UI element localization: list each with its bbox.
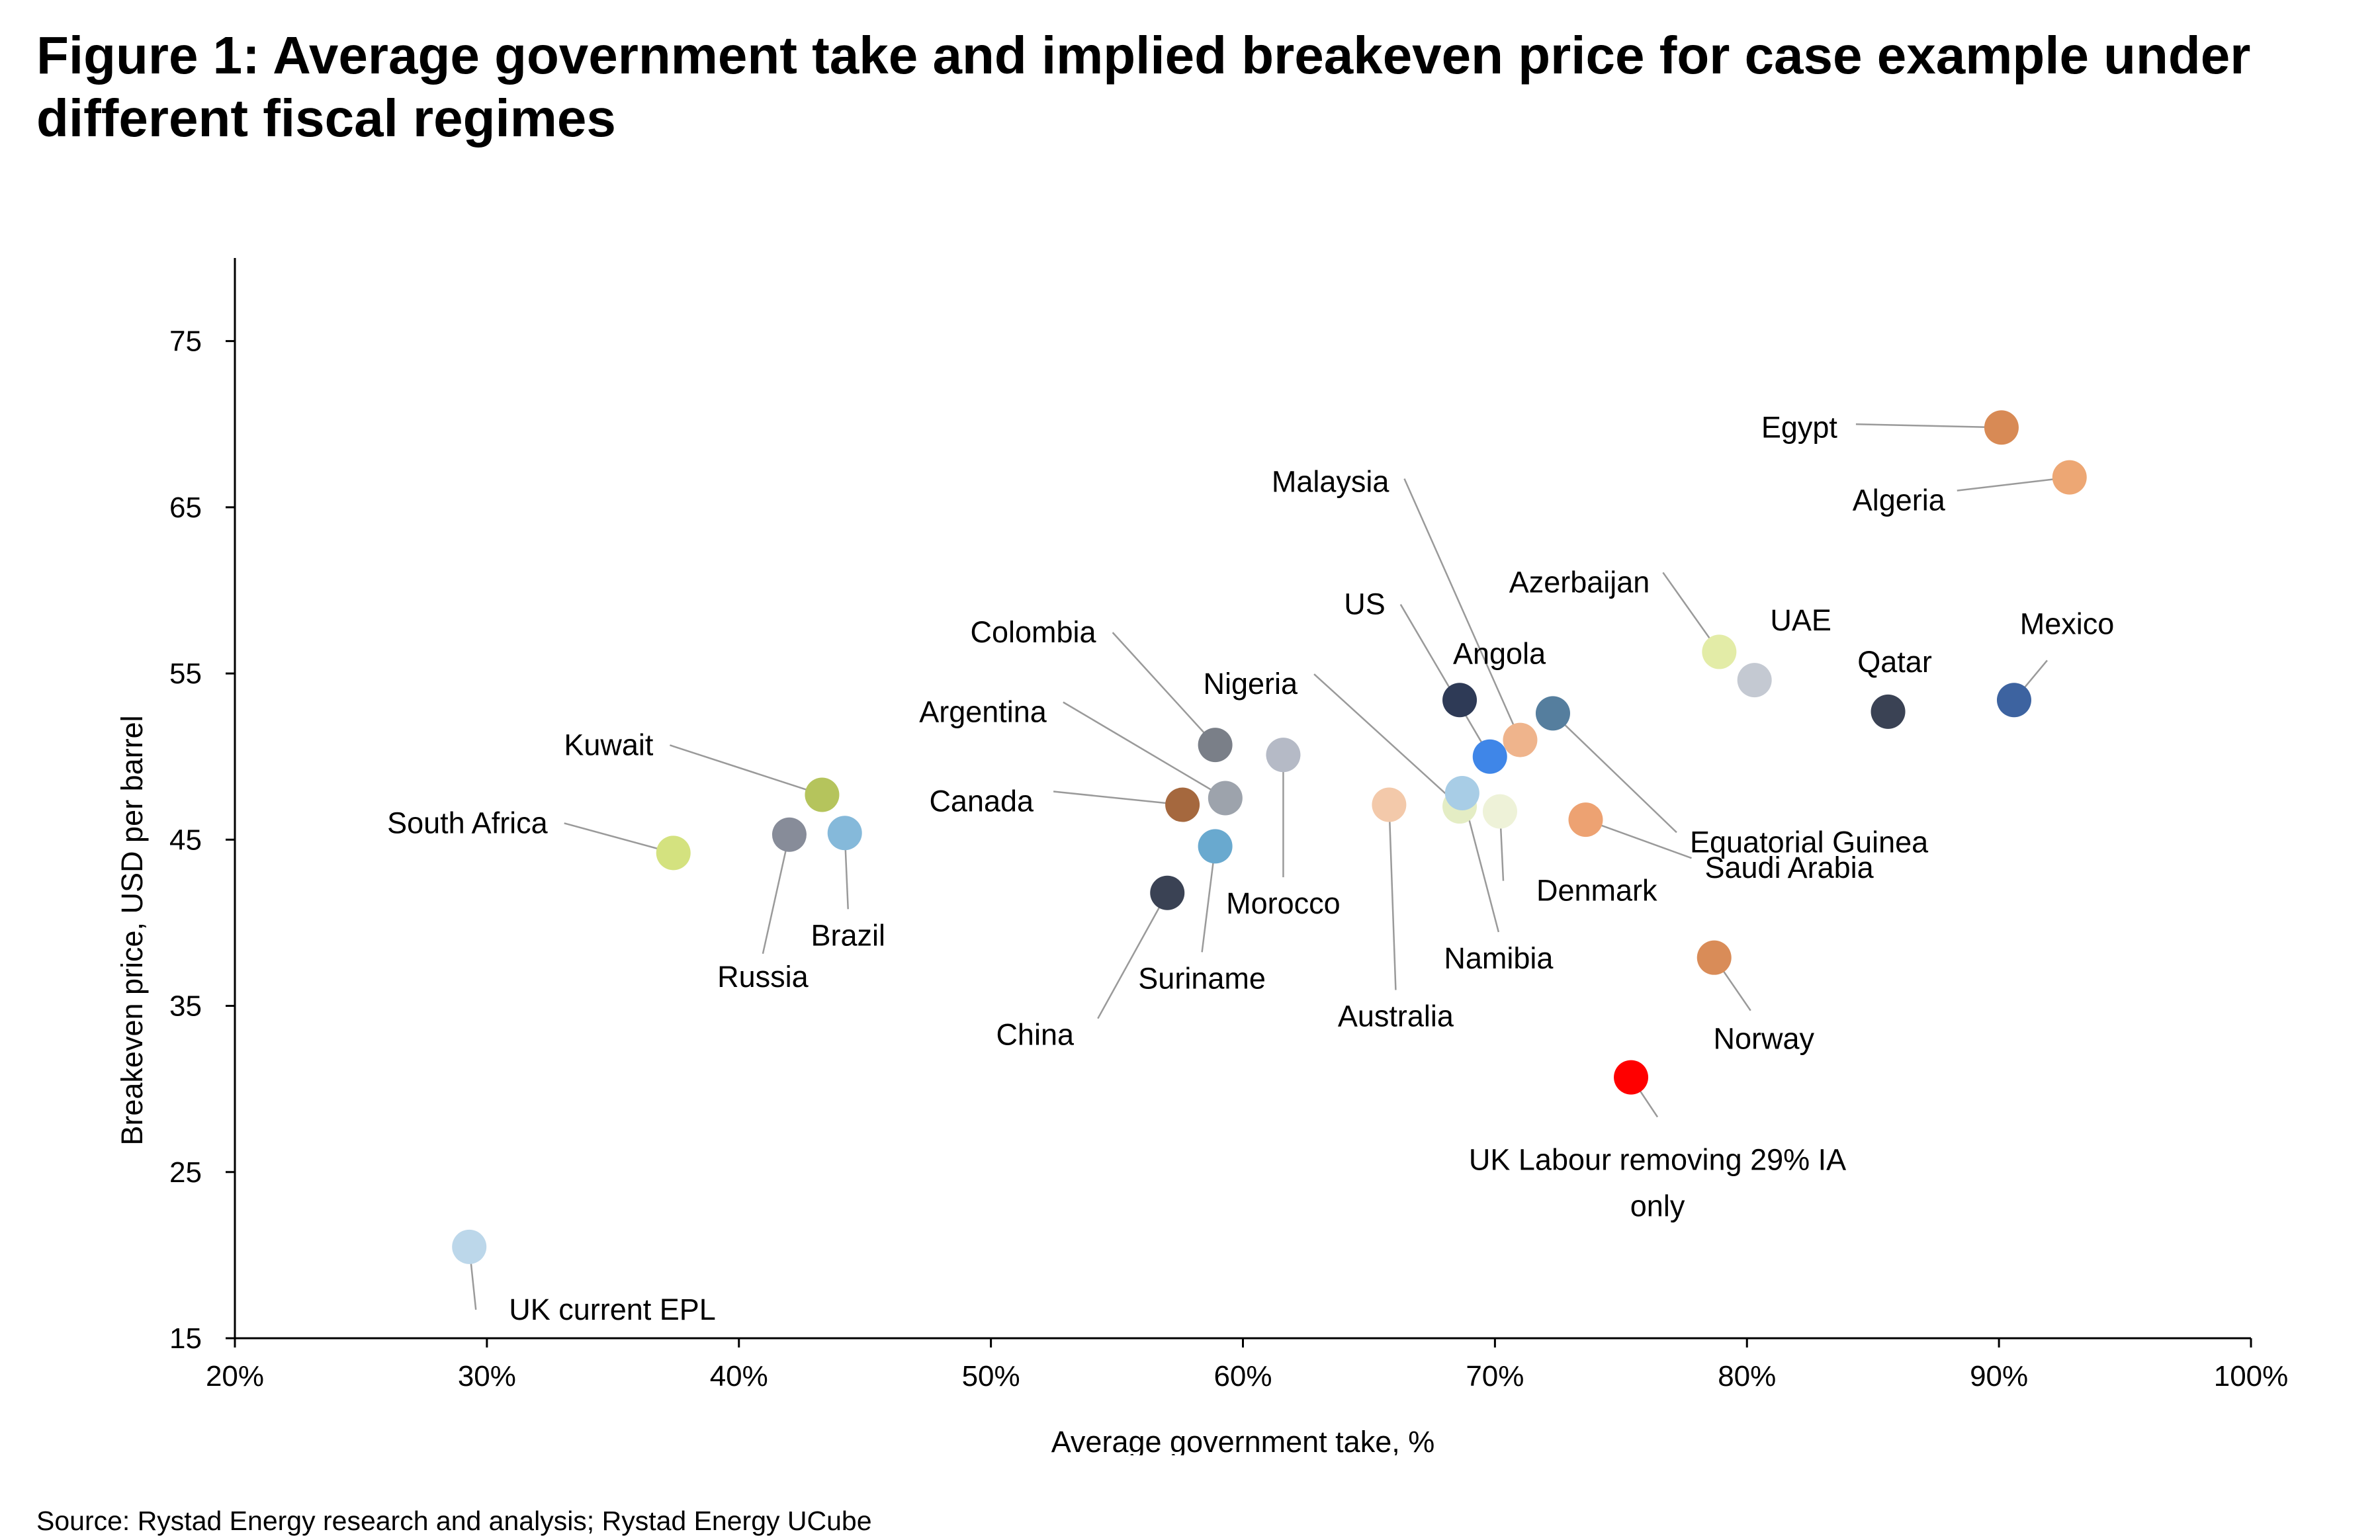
point-south-africa [656, 835, 691, 871]
point-norway [1697, 940, 1732, 975]
leader-line-kuwait [670, 744, 822, 796]
point-label-angola: Angola [1453, 636, 1546, 670]
leader-line-canada [1053, 791, 1183, 806]
point-labels: UK current EPL South Africa Kuwait RussiaBr… [387, 410, 2114, 1326]
y-tick-label: 55 [169, 658, 202, 690]
point-label-suriname: Suriname [1138, 961, 1266, 995]
leader-line-malaysia [1403, 478, 1521, 741]
source-note: Source: Rystad Energy research and analy… [36, 1506, 872, 1536]
point-label-nigeria: Nigeria [1203, 667, 1298, 701]
x-tick-label: 70% [1466, 1360, 1524, 1392]
point-equatorial-guinea [1535, 696, 1570, 731]
y-tick-label: 25 [169, 1156, 202, 1189]
point-label-denmark: Denmark [1536, 874, 1657, 908]
point-azerbaijan [1702, 634, 1737, 669]
scatter-chart: 15 25 35 45 55 65 75 20% 30% 40% 50% 60% 70% 80% 90% 10… [115, 258, 2288, 1455]
x-tick-label: 20% [206, 1360, 264, 1392]
point-uk-current-epl [452, 1229, 487, 1264]
point-label-egypt: Egypt [1761, 410, 1838, 444]
point-colombia [1198, 728, 1233, 763]
x-tick-label: 80% [1718, 1360, 1776, 1392]
point-label-brazil: Brazil [811, 918, 885, 952]
leader-line-russia [762, 834, 791, 955]
leader-line-equatorial-guinea [1552, 712, 1677, 834]
point-kuwait [805, 777, 840, 812]
y-tick-label: 65 [169, 492, 202, 524]
point-label-qatar: Qatar [1857, 645, 1932, 679]
leader-line-china [1097, 892, 1168, 1019]
x-tick-label: 60% [1213, 1360, 1272, 1392]
point-china [1150, 875, 1185, 910]
leader-line-south-africa [564, 822, 674, 854]
point-label-mexico: Mexico [2020, 607, 2115, 640]
x-axis-title: Average government take, % [1051, 1425, 1435, 1455]
point-label-uk-labour-removing-29-ia-only: UK Labour removing 29% IA only [1469, 1143, 1846, 1223]
point-denmark [1482, 794, 1517, 829]
point-label-canada: Canada [929, 785, 1034, 818]
point-label-algeria: Algeria [1853, 484, 1946, 517]
point-label-south-africa: South Africa [387, 806, 549, 839]
leader-line-us [1399, 604, 1491, 757]
point-mexico [1996, 683, 2031, 718]
point-australia [1372, 787, 1407, 822]
point-label-argentina: Argentina [919, 695, 1047, 729]
chart-title: Figure 1: Average government take and im… [36, 26, 2251, 148]
point-label-equatorial-guinea: Equatorial Guinea [1690, 825, 1929, 859]
point-label-uk-current-epl: UK current EPL [509, 1293, 716, 1326]
point-qatar [1871, 694, 1906, 729]
x-tick-label: 40% [710, 1360, 768, 1392]
x-tick-label: 90% [1970, 1360, 2028, 1392]
point-brazil [827, 816, 862, 851]
data-points [452, 410, 2087, 1264]
point-argentina [1208, 781, 1243, 816]
point-label-uae: UAE [1770, 603, 1831, 637]
point-label-norway: Norway [1713, 1022, 1814, 1056]
axes [234, 258, 2251, 1340]
point-label-azerbaijan: Azerbaijan [1509, 565, 1650, 599]
y-tick-label: 75 [169, 325, 202, 358]
point-label-malaysia: Malaysia [1272, 465, 1390, 499]
leader-line-colombia [1112, 632, 1216, 746]
point-angola [1442, 683, 1477, 718]
point-uae [1737, 663, 1772, 698]
point-label-namibia: Namibia [1444, 941, 1554, 975]
y-tick-label: 35 [169, 990, 202, 1023]
point-uk-labour-removing-29-ia-only [1614, 1060, 1649, 1095]
point-us [1472, 739, 1507, 774]
x-tick-label: 100% [2214, 1360, 2289, 1392]
leader-line-saudi-arabia [1585, 818, 1692, 859]
x-tick-label: 50% [962, 1360, 1020, 1392]
point-russia [771, 817, 807, 852]
axis-ticks: 15 25 35 45 55 65 75 20% 30% 40% 50% 60% 70% 80% 90% 10… [169, 325, 2288, 1392]
point-algeria [2052, 460, 2087, 495]
point-label-us: US [1344, 587, 1386, 621]
leader-line-nigeria [1313, 673, 1460, 807]
point-label-saudi-arabia: Saudi Arabia [1704, 851, 1874, 884]
y-tick-label: 15 [169, 1322, 202, 1355]
point-label-colombia: Colombia [971, 615, 1097, 649]
point-malaysia [1503, 722, 1538, 757]
point-label-australia: Australia [1338, 1000, 1454, 1033]
point-namibia [1444, 775, 1479, 810]
point-saudi-arabia [1568, 802, 1603, 837]
point-morocco [1266, 738, 1301, 773]
leader-line-argentina [1063, 701, 1226, 799]
point-label-china: China [996, 1018, 1075, 1052]
point-canada [1165, 787, 1200, 822]
y-tick-label: 45 [169, 824, 202, 856]
y-axis-title: Breakeven price, USD per barrel [115, 715, 149, 1145]
leader-line-suriname [1201, 846, 1216, 953]
leader-line-australia [1388, 804, 1397, 990]
x-tick-label: 30% [458, 1360, 516, 1392]
point-label-russia: Russia [717, 960, 809, 994]
point-egypt [1984, 410, 2019, 445]
leader-line-algeria [1957, 476, 2070, 492]
point-label-kuwait: Kuwait [564, 728, 654, 761]
point-label-morocco: Morocco [1226, 886, 1341, 920]
leader-line-egypt [1855, 423, 2002, 429]
point-suriname [1198, 829, 1233, 864]
